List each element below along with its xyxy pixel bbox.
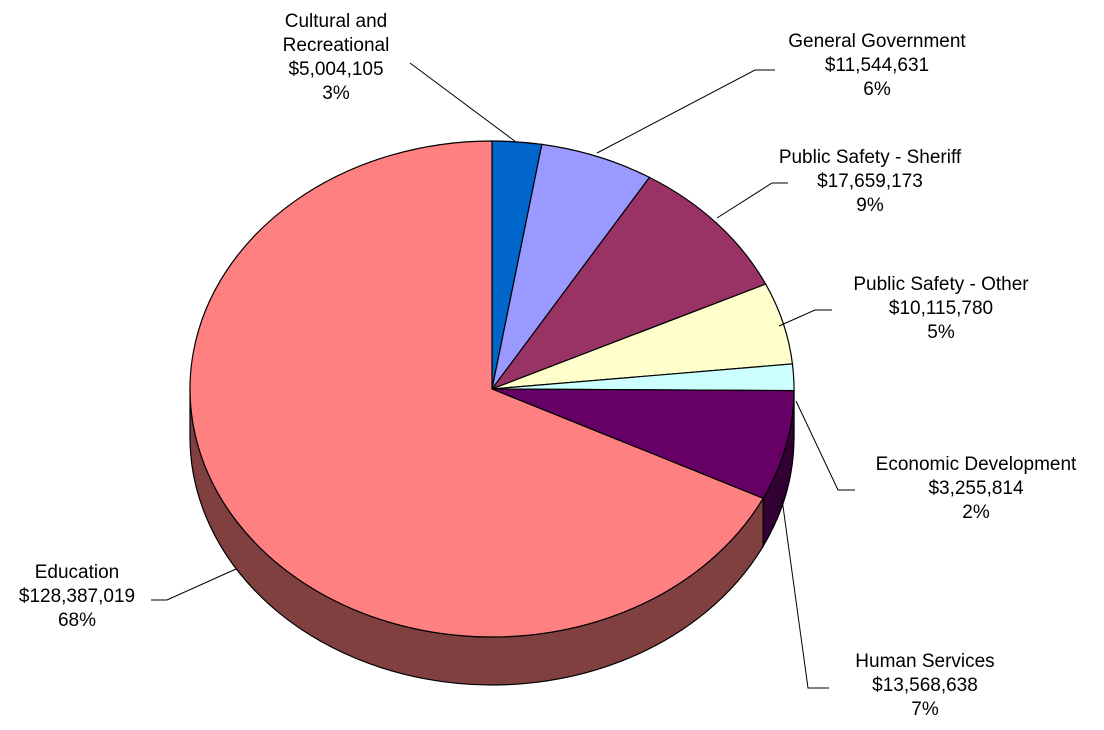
slice-label-percent: 6%: [863, 79, 891, 100]
slice-label-value: $17,659,173: [817, 171, 923, 192]
slice-labels: Cultural and Recreational $5,004,105 3% Gene…: [19, 11, 1077, 720]
pie-slice-public-safety-sheriff: [490, 176, 767, 391]
slice-label-name: Public Safety - Sheriff: [779, 147, 962, 168]
slice-label-name: Public Safety - Other: [853, 274, 1029, 295]
slice-label-percent: 5%: [927, 322, 955, 343]
leader-line-4: [778, 309, 832, 327]
leader-line-1: [409, 62, 517, 143]
leader-line-7: [151, 568, 237, 601]
leader-line-3: [716, 182, 788, 219]
slice-label-percent: 2%: [962, 502, 990, 523]
pie-slices: [189, 140, 795, 638]
slice-label-percent: 7%: [911, 699, 939, 720]
slice-label-name: Education: [35, 562, 120, 583]
slice-label-value: $3,255,814: [928, 478, 1024, 499]
slice-label-name: Human Services: [855, 651, 994, 672]
slice-label-name: Economic Development: [876, 454, 1077, 475]
slice-label-value: $128,387,019: [19, 586, 135, 607]
slice-label-name: General Government: [788, 31, 966, 52]
slice-label-name: Cultural and: [285, 11, 387, 32]
slice-label-value: $10,115,780: [889, 298, 993, 319]
slice-label-value: $5,004,105: [288, 59, 383, 80]
slice-label-percent: 68%: [58, 610, 96, 631]
slice-label-value: $11,544,631: [825, 55, 929, 76]
leader-line-5: [795, 400, 855, 491]
pie-slice-human-services: [491, 388, 795, 500]
leader-line-6: [781, 498, 829, 689]
pie-slice-education: [189, 140, 764, 638]
leader-line-2: [596, 69, 775, 154]
leader-lines: [151, 62, 855, 689]
slice-label-value: $13,568,638: [872, 675, 978, 696]
slice-label-name: Recreational: [283, 35, 390, 56]
slice-label-percent: 9%: [856, 195, 884, 216]
slice-label-percent: 3%: [322, 83, 350, 104]
